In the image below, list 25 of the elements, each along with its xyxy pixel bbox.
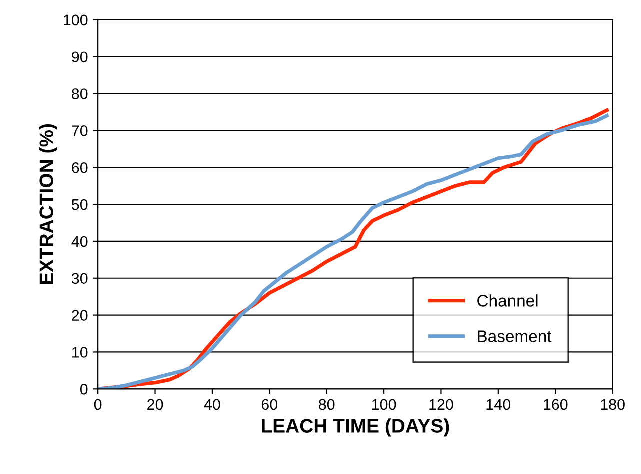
x-tick-label: 140 — [486, 399, 511, 410]
x-tick-label: 20 — [148, 399, 164, 410]
legend-label: Channel — [478, 294, 538, 307]
legend-label: Basement — [478, 330, 552, 342]
x-tick-label: 40 — [204, 399, 220, 410]
y-tick-label: 40 — [72, 236, 88, 248]
y-tick-label: 90 — [72, 52, 88, 63]
x-tick-label: 80 — [319, 399, 335, 410]
y-tick-label: 0 — [80, 384, 88, 395]
y-tick-label: 80 — [72, 88, 88, 100]
x-tick-label: 120 — [430, 399, 454, 410]
y-axis-title: EXTRACTION (%) — [39, 124, 58, 284]
x-tick-label: 60 — [262, 399, 278, 410]
x-axis-title: LEACH TIME (DAYS) — [262, 418, 450, 437]
y-tick-label: 60 — [72, 162, 88, 174]
y-tick-label: 30 — [72, 273, 88, 284]
y-tick-label: 50 — [72, 199, 88, 210]
x-tick-label: 160 — [544, 399, 568, 410]
y-tick-label: 20 — [72, 310, 88, 321]
x-tick-label: 180 — [601, 399, 625, 410]
x-tick-label: 100 — [372, 399, 396, 410]
x-tick-label: 0 — [94, 399, 102, 410]
y-tick-label: 10 — [72, 347, 88, 358]
y-tick-label: 70 — [72, 126, 88, 136]
y-tick-label: 100 — [64, 14, 88, 26]
